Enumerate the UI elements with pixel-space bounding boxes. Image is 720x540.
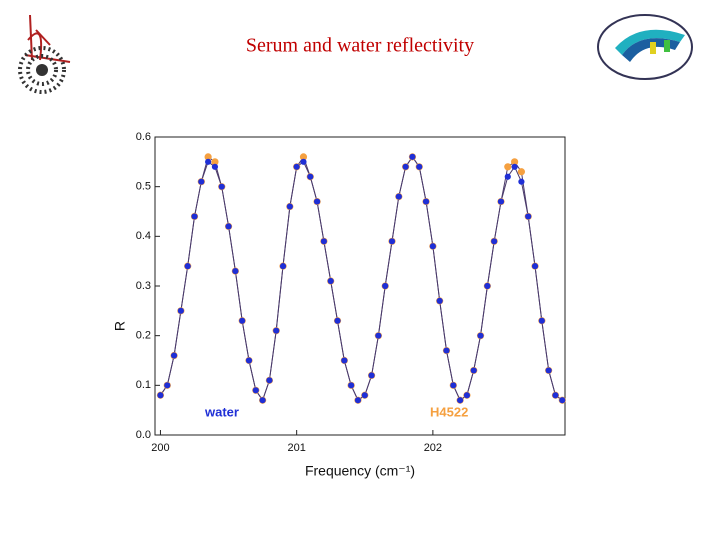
right-logo — [597, 14, 693, 80]
data-point — [409, 153, 416, 160]
chart-title: Serum and water reflectivity — [246, 35, 474, 57]
data-point — [450, 382, 457, 389]
data-point — [443, 347, 450, 354]
data-point — [348, 382, 355, 389]
left-logo — [18, 14, 71, 94]
data-point — [504, 173, 511, 180]
data-point — [552, 392, 559, 399]
data-point — [211, 158, 219, 166]
data-point — [218, 183, 225, 190]
data-point — [538, 317, 545, 324]
data-point — [205, 158, 212, 165]
data-point — [211, 163, 219, 170]
plot-frame — [154, 136, 566, 436]
y-tick-label: 0.3 — [136, 280, 151, 292]
data-point — [252, 387, 259, 394]
data-point — [259, 397, 266, 404]
data-point — [184, 263, 191, 270]
data-point — [327, 277, 334, 285]
data-point — [477, 332, 484, 339]
data-point — [164, 382, 171, 389]
data-point — [300, 158, 307, 165]
x-tick-label: 200 — [151, 442, 169, 454]
data-point — [273, 327, 280, 334]
y-tick-label: 0.6 — [136, 131, 151, 143]
y-tick-label: 0.4 — [136, 230, 151, 242]
data-point — [525, 213, 532, 220]
y-tick-label: 0.0 — [136, 429, 151, 441]
y-axis-label: R — [112, 321, 128, 331]
series-line — [159, 155, 563, 402]
data-point — [511, 163, 518, 170]
data-point — [368, 372, 375, 379]
data-point — [375, 332, 382, 339]
x-axis-label: Frequency (cm⁻¹) — [305, 463, 415, 479]
data-point — [511, 158, 519, 166]
data-point — [299, 153, 308, 161]
data-point — [334, 317, 341, 324]
data-point — [429, 243, 436, 250]
data-point — [266, 377, 273, 384]
data-point — [204, 153, 212, 161]
data-point — [191, 213, 198, 220]
data-point — [293, 163, 300, 170]
data-point — [416, 163, 423, 170]
data-point — [279, 263, 287, 270]
data-point — [286, 203, 293, 210]
x-tick-label: 202 — [424, 442, 442, 454]
data-point — [457, 397, 464, 404]
data-point — [559, 397, 566, 404]
data-point — [395, 193, 402, 200]
data-point — [232, 268, 239, 275]
data-point — [518, 178, 525, 185]
data-point — [504, 163, 512, 171]
series-line — [159, 156, 563, 402]
data-point — [361, 392, 368, 399]
data-point — [225, 223, 232, 230]
data-point — [177, 307, 184, 314]
x-tick-label: 201 — [287, 442, 305, 454]
data-point — [436, 297, 443, 304]
data-point — [157, 392, 164, 399]
data-point — [388, 238, 396, 245]
data-point — [170, 352, 178, 359]
legend-label: H4522 — [430, 404, 468, 419]
y-tick-label: 0.1 — [136, 379, 151, 391]
data-point — [517, 168, 526, 176]
data-point — [422, 198, 430, 205]
data-point — [402, 163, 409, 170]
y-tick-label: 0.2 — [136, 330, 151, 342]
data-point — [320, 238, 328, 245]
data-point — [341, 357, 348, 364]
data-point — [497, 198, 505, 205]
data-point — [198, 178, 205, 185]
data-point — [313, 198, 321, 205]
data-point — [245, 357, 253, 364]
data-point — [307, 173, 314, 180]
data-point — [463, 392, 471, 399]
data-point — [470, 367, 477, 374]
data-point — [531, 263, 539, 270]
data-point — [545, 367, 552, 374]
y-tick-label: 0.5 — [136, 181, 151, 193]
data-point — [354, 397, 362, 404]
data-point — [239, 317, 246, 324]
data-point — [491, 238, 498, 245]
data-point — [484, 282, 491, 290]
legend-label: water — [204, 404, 239, 419]
data-point — [382, 282, 389, 290]
